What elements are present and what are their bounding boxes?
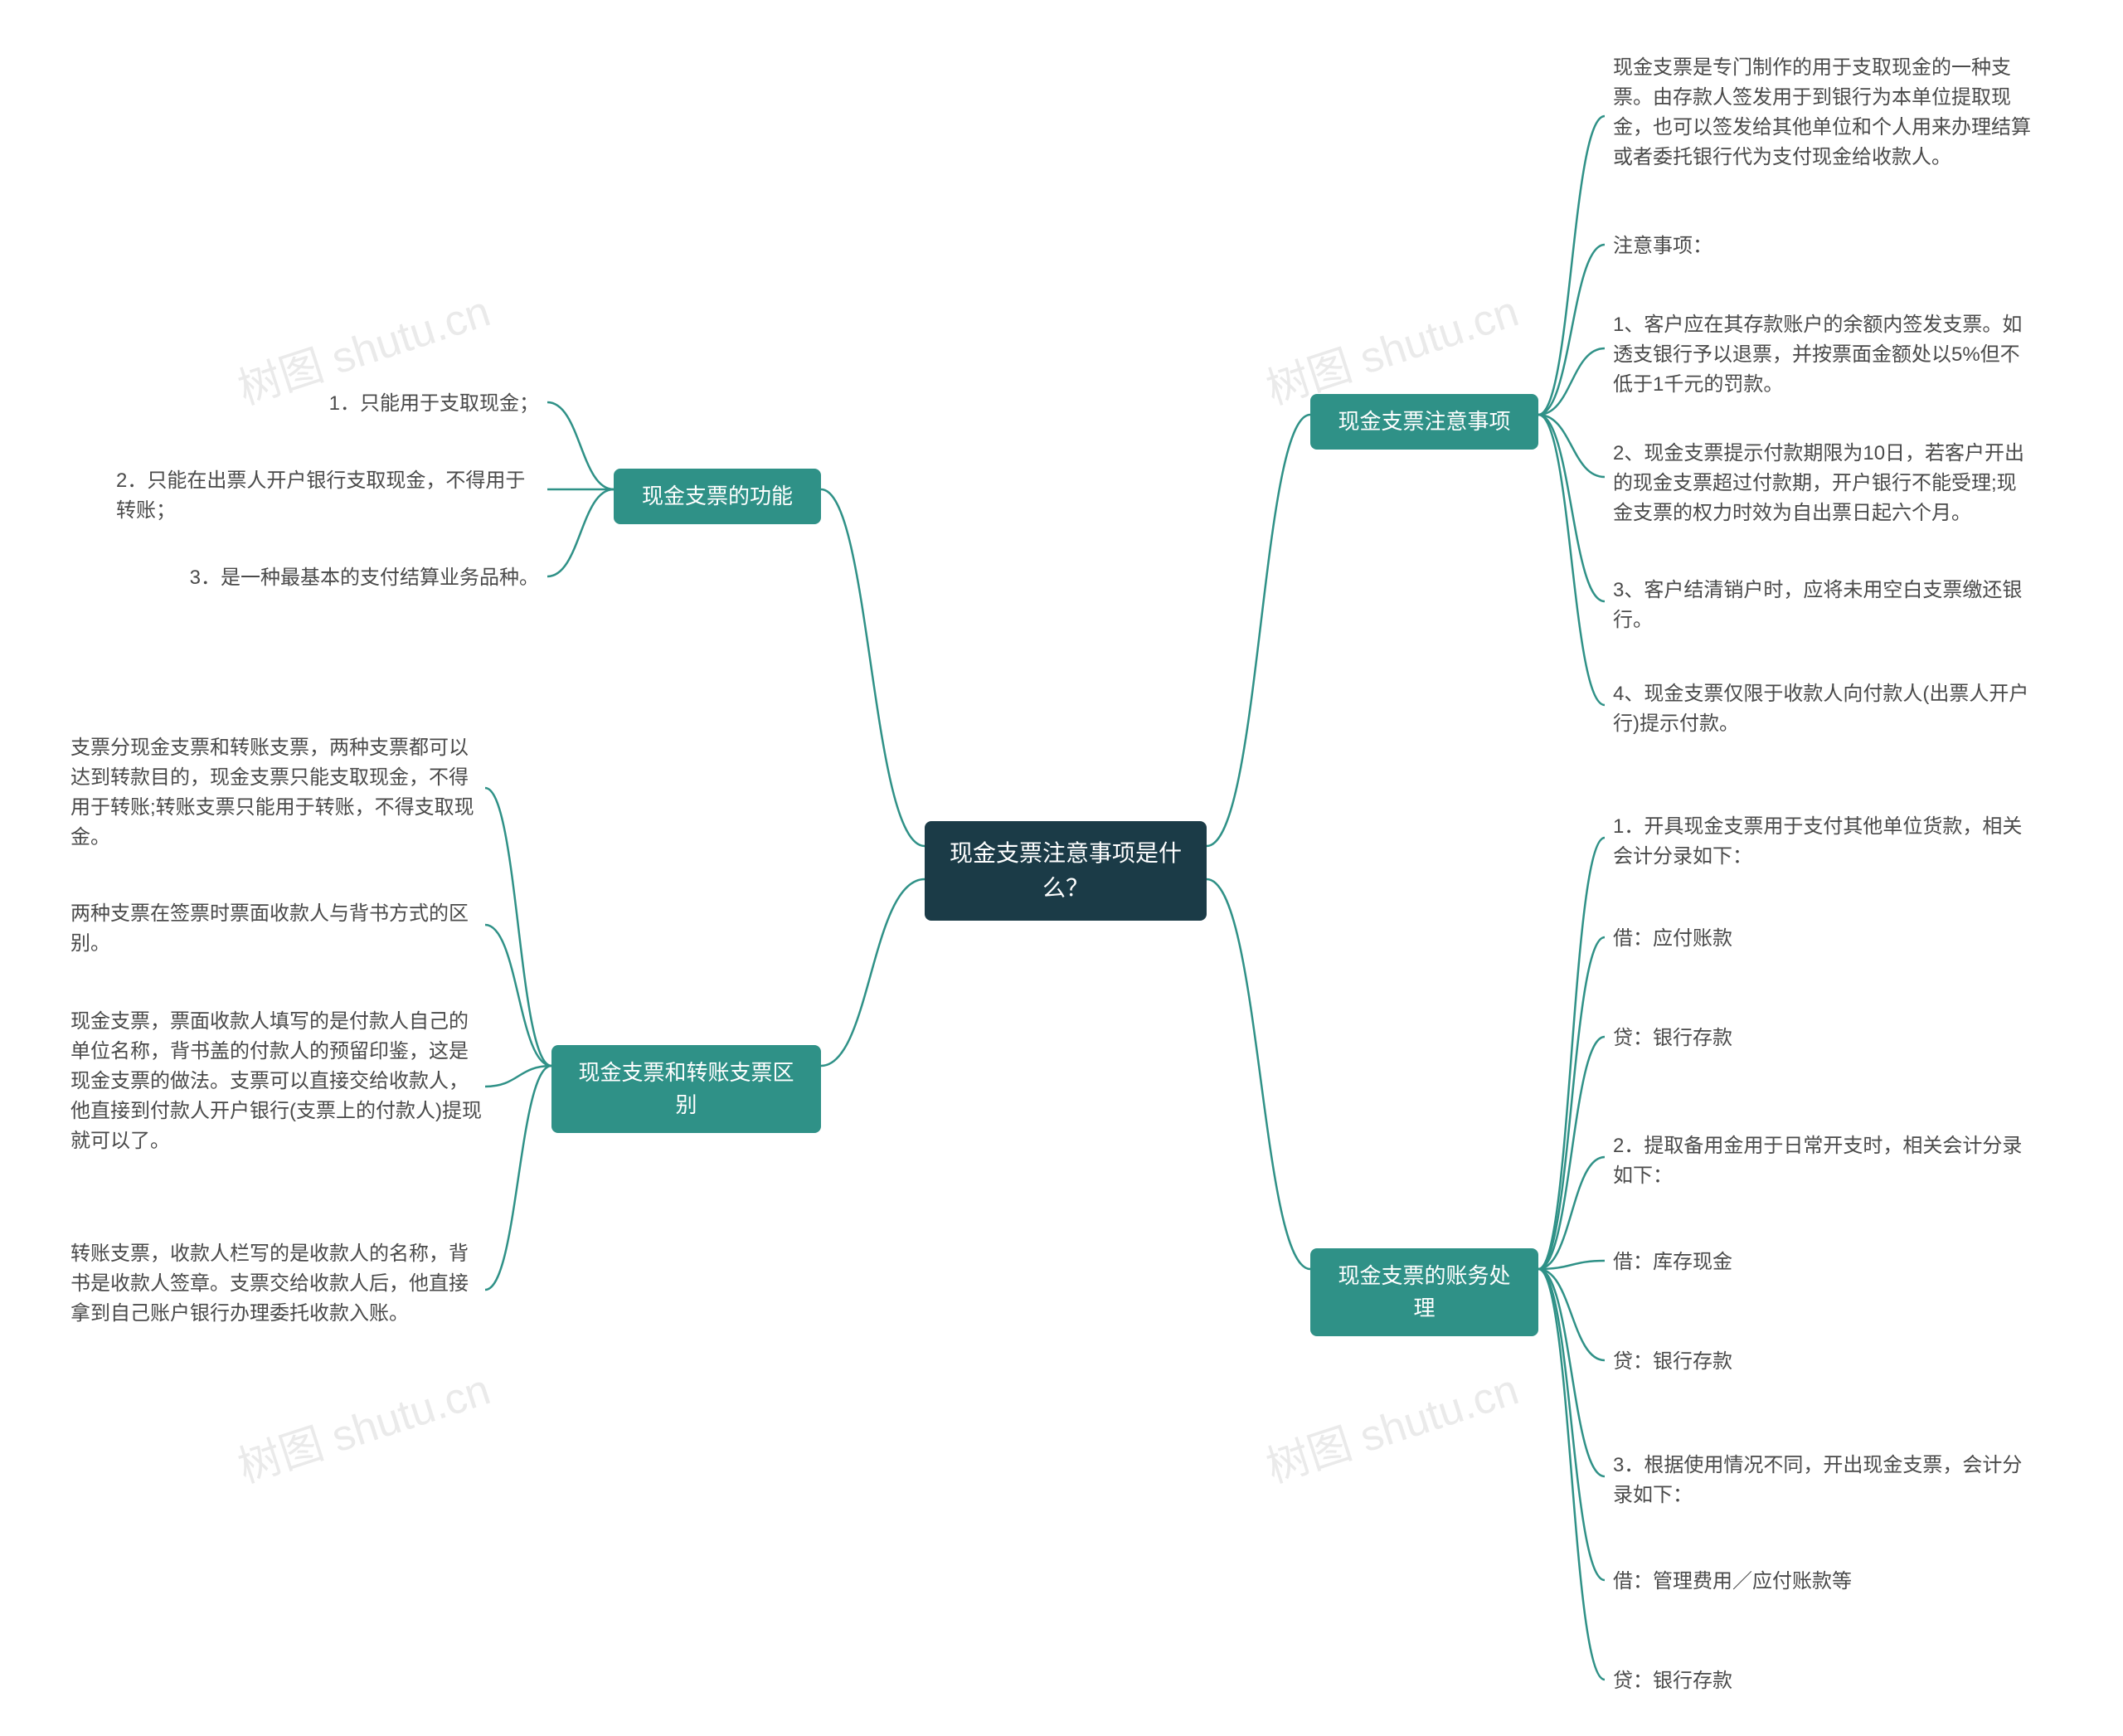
root-node: 现金支票注意事项是什么？: [925, 821, 1207, 921]
leaf-acct-2: 借：应付账款: [1613, 921, 2036, 957]
leaf-acct-9: 贷：银行存款: [1613, 1663, 2036, 1700]
leaf-acct-5: 借：库存现金: [1613, 1244, 2036, 1281]
branch-notice: 现金支票注意事项: [1310, 394, 1538, 450]
leaf-func-3: 3．是一种最基本的支付结算业务品种。: [166, 560, 539, 596]
branch-functions: 现金支票的功能: [614, 469, 821, 524]
leaf-diff-2: 两种支票在签票时票面收款人与背书方式的区别。: [70, 896, 485, 962]
leaf-acct-1: 1．开具现金支票用于支付其他单位货款，相关会计分录如下：: [1613, 809, 2036, 875]
leaf-diff-3: 现金支票，票面收款人填写的是付款人自己的单位名称，背书盖的付款人的预留印鉴，这是…: [70, 1004, 485, 1160]
leaf-notice-3: 1、客户应在其存款账户的余额内签发支票。如透支银行予以退票，并按票面金额处以5%…: [1613, 307, 2036, 403]
leaf-func-1: 1．只能用于支取现金；: [224, 386, 539, 422]
leaf-acct-6: 贷：银行存款: [1613, 1344, 2036, 1380]
leaf-notice-6: 4、现金支票仅限于收款人向付款人(出票人开户行)提示付款。: [1613, 676, 2036, 742]
watermark: 树图 shutu.cn: [229, 1354, 497, 1495]
leaf-notice-1: 现金支票是专门制作的用于支取现金的一种支票。由存款人签发用于到银行为本单位提取现…: [1613, 50, 2036, 176]
watermark: 树图 shutu.cn: [1257, 1354, 1525, 1495]
branch-accounting: 现金支票的账务处理: [1310, 1248, 1538, 1336]
leaf-notice-4: 2、现金支票提示付款期限为10日，若客户开出的现金支票超过付款期，开户银行不能受…: [1613, 435, 2036, 532]
leaf-diff-1: 支票分现金支票和转账支票，两种支票都可以达到转款目的，现金支票只能支取现金，不得…: [70, 730, 485, 856]
leaf-acct-3: 贷：银行存款: [1613, 1020, 2036, 1057]
leaf-notice-5: 3、客户结清销户时，应将未用空白支票缴还银行。: [1613, 572, 2036, 639]
leaf-acct-8: 借：管理费用／应付账款等: [1613, 1563, 2036, 1600]
branch-difference: 现金支票和转账支票区别: [551, 1045, 821, 1133]
leaf-notice-2: 注意事项：: [1613, 228, 2036, 265]
leaf-acct-7: 3．根据使用情况不同，开出现金支票，会计分录如下：: [1613, 1447, 2036, 1514]
leaf-func-2: 2．只能在出票人开户银行支取现金，不得用于转账；: [116, 463, 539, 529]
leaf-diff-4: 转账支票，收款人栏写的是收款人的名称，背书是收款人签章。支票交给收款人后，他直接…: [70, 1236, 485, 1332]
leaf-acct-4: 2．提取备用金用于日常开支时，相关会计分录如下：: [1613, 1128, 2036, 1194]
